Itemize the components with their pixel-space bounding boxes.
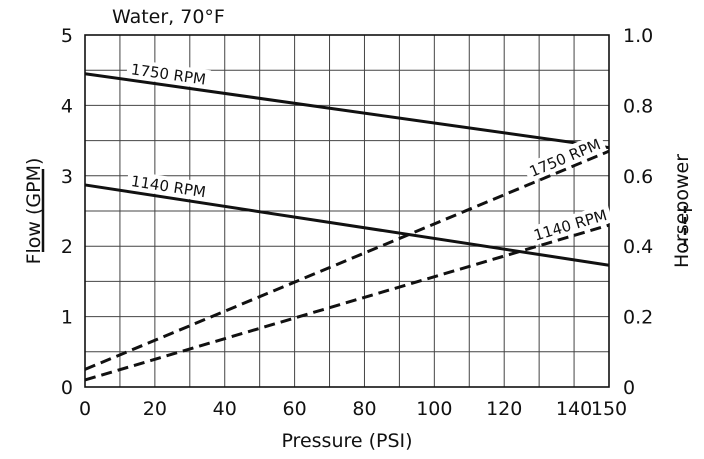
tick-labels: 0 20 40 60 80 100 120 14015001234500.20.40.60.8… xyxy=(61,25,653,420)
y2-tick-label: 1.0 xyxy=(623,25,653,47)
y-axis-title: Flow (GPM) xyxy=(23,158,45,265)
curve-label-background xyxy=(522,132,607,183)
y-tick-label: 4 xyxy=(61,95,73,117)
series-line-2 xyxy=(84,149,610,371)
y2-tick-label: 0 xyxy=(623,377,635,399)
y2-tick-label: 0.2 xyxy=(623,307,653,329)
x-tick-label: 150 xyxy=(591,398,627,420)
y-tick-label: 3 xyxy=(61,166,73,188)
x-tick-label: 0 xyxy=(79,398,91,420)
y2-tick-label: 0.6 xyxy=(623,166,653,188)
x-tick-label: 20 xyxy=(143,398,167,420)
x-axis-title: Pressure (PSI) xyxy=(281,430,412,452)
series-line-3 xyxy=(84,223,610,382)
curve-label-background xyxy=(125,58,212,90)
x-tick-label: 100 xyxy=(416,398,452,420)
x-tick-label: 120 xyxy=(486,398,522,420)
x-tick-label: 60 xyxy=(283,398,307,420)
curve-label: 1140 RPM xyxy=(532,206,609,245)
y-tick-label: 1 xyxy=(61,307,73,329)
x-tick-label: 80 xyxy=(352,398,376,420)
series-line-1 xyxy=(84,183,610,267)
chart-title: Water, 70°F xyxy=(112,6,225,28)
x-tick-label: 40 xyxy=(213,398,237,420)
x-tick-label: 140 xyxy=(556,398,592,420)
grid-lines xyxy=(85,35,609,387)
series-line-0 xyxy=(84,72,610,150)
y2-axis-title: Horsepower xyxy=(671,154,693,268)
y2-tick-label: 0.4 xyxy=(623,236,653,258)
y-tick-label: 0 xyxy=(61,377,73,399)
y2-tick-label: 0.8 xyxy=(623,95,653,117)
series-lines xyxy=(84,72,610,382)
curve-label-background xyxy=(125,170,212,202)
curve-label-background xyxy=(527,203,613,246)
y-tick-label: 2 xyxy=(61,236,73,258)
y-tick-label: 5 xyxy=(61,25,73,47)
